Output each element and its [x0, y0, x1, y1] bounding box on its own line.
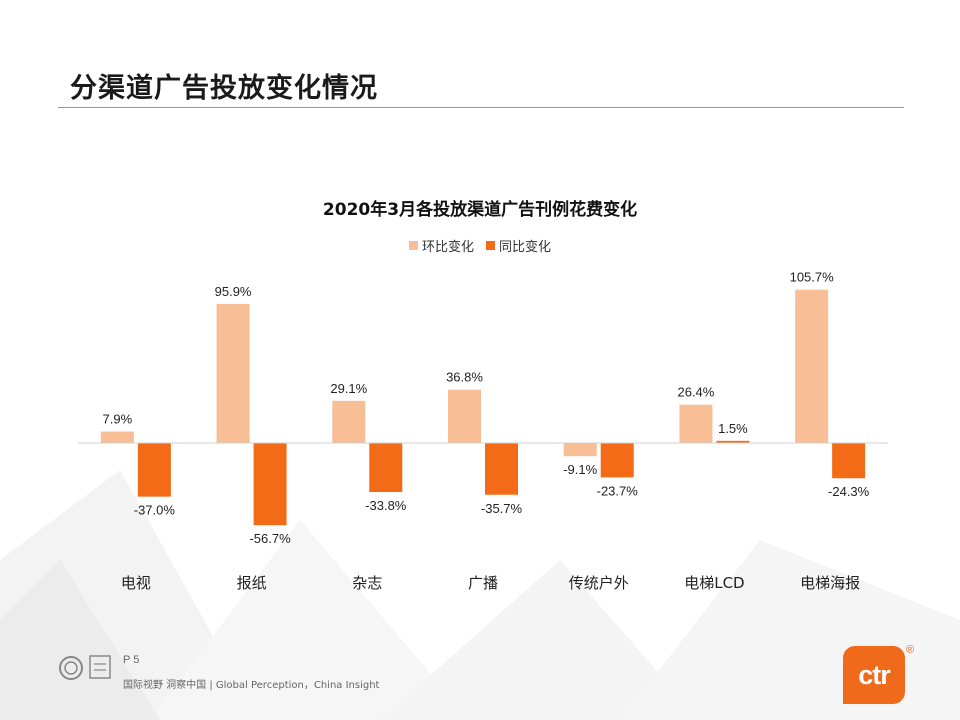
data-label-mom-6: 105.7%: [790, 270, 835, 285]
legend-swatch-yoy: [486, 241, 495, 250]
data-label-mom-0: 7.9%: [103, 412, 133, 427]
bar-mom-4: [563, 443, 597, 457]
category-label-5: 电梯LCD: [684, 574, 744, 592]
footer-tagline: 国际视野 洞察中国 | Global Perception，China Insi…: [123, 680, 380, 691]
page-number: P 5: [123, 654, 140, 666]
data-label-yoy-5: 1.5%: [718, 421, 748, 436]
data-label-mom-5: 26.4%: [677, 385, 714, 400]
registered-mark: ®: [906, 644, 915, 656]
bar-mom-2: [332, 400, 366, 443]
category-label-0: 电视: [121, 574, 151, 592]
title-divider: [58, 107, 904, 108]
chart-title: 2020年3月各投放渠道广告刊例花费变化: [322, 200, 638, 220]
data-label-yoy-2: -33.8%: [365, 498, 407, 513]
certification-logo: [59, 655, 111, 680]
bar-mom-6: [795, 289, 829, 443]
legend-label-mom: 环比变化: [421, 240, 474, 255]
bar-yoy-0: [137, 443, 171, 497]
legend-item-mom: 环比变化: [408, 236, 474, 255]
category-label-1: 报纸: [237, 574, 267, 592]
legend-swatch-mom: [408, 241, 418, 250]
bar-yoy-3: [485, 443, 518, 495]
page-title: 分渠道广告投放变化情况: [70, 73, 378, 104]
data-label-mom-1: 95.9%: [215, 284, 252, 299]
data-label-yoy-1: -56.7%: [249, 531, 291, 546]
ctr-logo: ctr: [843, 646, 905, 704]
bar-mom-0: [100, 431, 134, 443]
data-label-mom-4: -9.1%: [563, 462, 597, 477]
bar-mom-1: [216, 303, 250, 443]
bar-yoy-1: [253, 443, 287, 526]
bar-mom-5: [679, 404, 713, 443]
bar-yoy-5: [716, 440, 750, 443]
bar-yoy-2: [369, 443, 403, 493]
category-label-4: 传统户外: [569, 574, 629, 592]
data-label-yoy-6: -24.3%: [828, 484, 870, 499]
bar-mom-3: [448, 389, 481, 443]
data-label-mom-2: 29.1%: [330, 381, 367, 396]
bar-yoy-6: [832, 443, 866, 479]
category-label-3: 广播: [468, 574, 498, 592]
data-label-mom-3: 36.8%: [446, 370, 483, 385]
data-label-yoy-4: -23.7%: [597, 483, 639, 498]
category-label-2: 杂志: [352, 574, 382, 592]
category-label-6: 电梯海报: [800, 574, 860, 592]
legend-label-yoy: 同比变化: [499, 240, 552, 255]
chart-legend: 环比变化 同比变化: [0, 236, 960, 255]
data-label-yoy-3: -35.7%: [481, 501, 523, 516]
legend-item-yoy: 同比变化: [486, 236, 551, 255]
bar-yoy-4: [600, 443, 634, 478]
data-label-yoy-0: -37.0%: [134, 503, 176, 518]
